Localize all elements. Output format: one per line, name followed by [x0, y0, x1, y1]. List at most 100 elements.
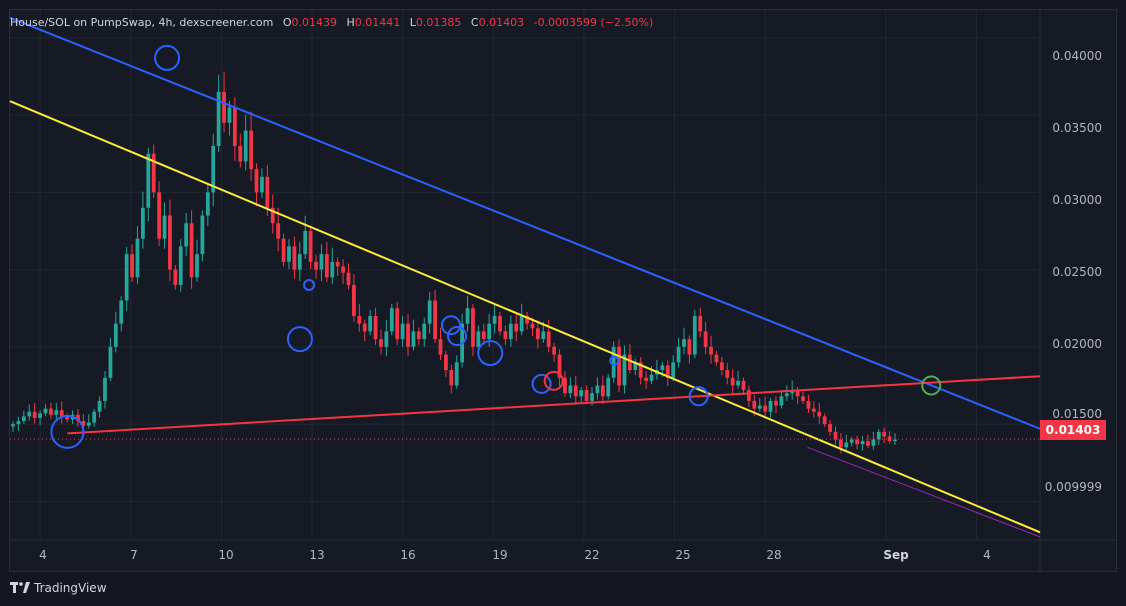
candle-body — [698, 315, 703, 332]
channel-top-line — [9, 16, 1041, 430]
candle-body — [774, 400, 778, 406]
candle-body — [876, 431, 881, 440]
x-tick-label: 19 — [492, 548, 508, 562]
candle-body — [487, 323, 492, 340]
candle-body — [276, 223, 281, 239]
legend-header: House/SOL on PumpSwap, 4h, dexscreener.c… — [10, 16, 653, 29]
candle-body — [173, 269, 178, 286]
candle-body — [795, 390, 800, 397]
candle-body — [573, 385, 578, 397]
y-tick-label: 0.03000 — [1052, 193, 1102, 207]
candle-body — [92, 411, 97, 423]
candle-body — [438, 339, 443, 355]
candle-body — [124, 254, 129, 301]
candle-body — [730, 377, 735, 386]
candle-body — [184, 223, 189, 247]
annotation-circle — [50, 414, 85, 449]
candle-body — [736, 380, 740, 386]
candle-body — [238, 145, 243, 162]
candle-body — [763, 405, 768, 412]
y-tick-label: 0.03500 — [1052, 121, 1102, 135]
candle-body — [449, 370, 454, 386]
candle-body — [525, 315, 529, 324]
candle-body — [330, 261, 335, 278]
candle-body — [687, 339, 692, 355]
x-tick-label: 16 — [400, 548, 416, 562]
candle-body — [227, 107, 232, 123]
candle-body — [779, 396, 784, 406]
footer-brand[interactable]: TradingView — [10, 581, 107, 595]
low-value: 0.01385 — [415, 16, 462, 29]
candle-body — [817, 411, 822, 417]
close-label: C — [470, 16, 479, 29]
candle-body — [638, 362, 643, 378]
candle-body — [335, 261, 340, 267]
candle-body — [649, 374, 654, 381]
candle-body — [568, 385, 573, 394]
candle-body — [362, 323, 367, 332]
candle-body — [27, 411, 32, 417]
annotation-circle — [303, 279, 316, 292]
candle-body — [454, 362, 459, 386]
candle-body — [243, 130, 248, 162]
candle-body — [682, 339, 686, 347]
candle-body — [281, 238, 286, 262]
candle-body — [882, 431, 887, 437]
candle-body — [162, 215, 167, 239]
candle-body — [249, 130, 253, 170]
candle-body — [849, 439, 854, 443]
x-tick-label: Sep — [883, 548, 909, 562]
high-label: H — [346, 16, 355, 29]
candle-body — [676, 346, 681, 363]
candle-body — [113, 323, 118, 347]
candle-body — [806, 400, 811, 409]
candle-body — [535, 328, 540, 340]
candle-body — [151, 153, 156, 193]
candle-body — [833, 431, 838, 440]
candle-body — [784, 393, 789, 397]
candle-body — [719, 362, 724, 371]
candle-body — [297, 254, 302, 270]
x-tick-label: 25 — [675, 548, 691, 562]
candle-body — [828, 424, 832, 432]
y-tick-label: 0.04000 — [1052, 49, 1102, 63]
candle-body — [709, 346, 713, 355]
candle-body — [714, 354, 719, 363]
candle-body — [665, 365, 670, 378]
x-tick-label: 4 — [983, 548, 991, 562]
candle-body — [16, 421, 21, 425]
candle-body — [579, 390, 584, 397]
candle-body — [416, 331, 421, 340]
candle-body — [427, 300, 432, 324]
candle-body — [503, 331, 508, 340]
candle-body — [855, 439, 860, 445]
candle-body — [400, 323, 405, 340]
candle-body — [617, 346, 621, 386]
candle-body — [319, 254, 324, 270]
annotation-circle — [154, 44, 181, 71]
candle-body — [801, 396, 805, 401]
candle-body — [839, 439, 843, 448]
annotation-circle — [688, 386, 709, 407]
candle-body — [195, 254, 199, 278]
candle-body — [21, 416, 26, 422]
candle-body — [119, 300, 124, 324]
candle-body — [584, 390, 589, 401]
yellow-trend-line — [9, 100, 1041, 534]
candle-body — [49, 408, 53, 415]
candle-body — [324, 254, 329, 278]
candle-body — [822, 416, 827, 425]
candle-body — [422, 323, 427, 340]
candle-body — [508, 323, 513, 340]
candle-body — [270, 207, 275, 224]
candle-body — [530, 323, 535, 329]
candle-body — [471, 308, 475, 347]
candle-body — [519, 315, 524, 332]
candle-body — [747, 390, 751, 401]
candle-body — [38, 413, 42, 418]
y-tick-label: 0.009999 — [1044, 480, 1102, 494]
candle-body — [606, 377, 611, 397]
candle-body — [725, 370, 730, 378]
annotation-circle — [477, 340, 504, 367]
